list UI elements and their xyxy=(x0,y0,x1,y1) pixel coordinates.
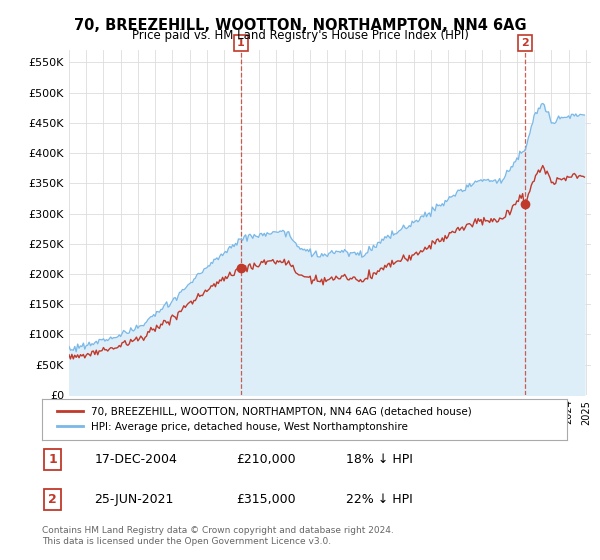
Text: Price paid vs. HM Land Registry's House Price Index (HPI): Price paid vs. HM Land Registry's House … xyxy=(131,29,469,42)
Text: 25-JUN-2021: 25-JUN-2021 xyxy=(95,493,174,506)
Text: 18% ↓ HPI: 18% ↓ HPI xyxy=(347,452,413,465)
Text: 1: 1 xyxy=(236,38,244,48)
Text: 70, BREEZEHILL, WOOTTON, NORTHAMPTON, NN4 6AG: 70, BREEZEHILL, WOOTTON, NORTHAMPTON, NN… xyxy=(74,18,526,34)
Text: £210,000: £210,000 xyxy=(236,452,296,465)
Text: 2: 2 xyxy=(48,493,57,506)
Text: 22% ↓ HPI: 22% ↓ HPI xyxy=(347,493,413,506)
Text: 2: 2 xyxy=(521,38,529,48)
Text: 17-DEC-2004: 17-DEC-2004 xyxy=(95,452,178,465)
Legend: 70, BREEZEHILL, WOOTTON, NORTHAMPTON, NN4 6AG (detached house), HPI: Average pri: 70, BREEZEHILL, WOOTTON, NORTHAMPTON, NN… xyxy=(52,403,476,436)
Text: 1: 1 xyxy=(48,452,57,465)
Text: £315,000: £315,000 xyxy=(236,493,296,506)
Text: Contains HM Land Registry data © Crown copyright and database right 2024.
This d: Contains HM Land Registry data © Crown c… xyxy=(42,526,394,546)
